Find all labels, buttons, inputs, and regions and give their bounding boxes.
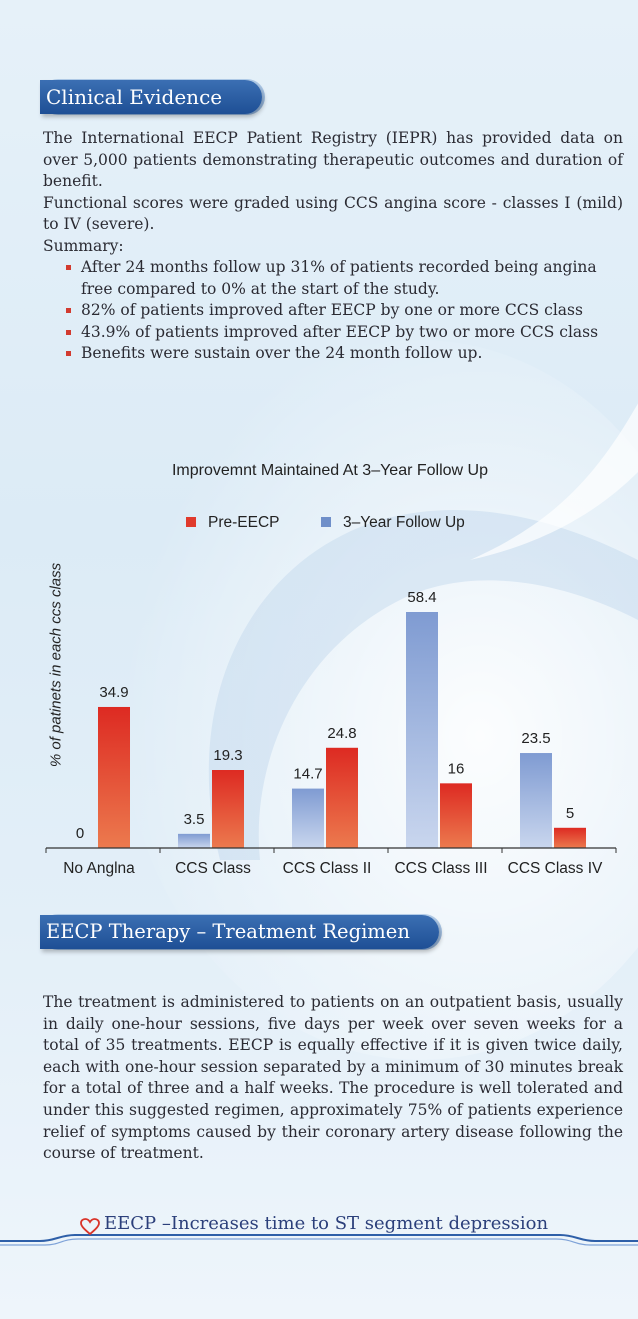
- summary-list: After 24 months follow up 31% of patient…: [43, 257, 623, 365]
- bullet-square-icon: [66, 329, 71, 335]
- footer-caption: EECP –Increases time to ST segment depre…: [104, 1213, 549, 1234]
- legend-label-followup: 3–Year Follow Up: [343, 514, 465, 531]
- bar-pre-0: [98, 706, 130, 848]
- bar-followup-1: [178, 833, 210, 848]
- legend-item-followup: 3–Year Follow Up: [321, 514, 465, 532]
- list-item: 43.9% of patients improved after EECP by…: [66, 322, 623, 344]
- clinical-paragraph-1: The International EECP Patient Registry …: [43, 129, 623, 190]
- regimen-heading: EECP Therapy – Treatment Regimen: [40, 915, 439, 949]
- footer-lines: [0, 1234, 638, 1246]
- bar-chart: 0 34.9 3.5 19.3 14.7 24.8 58.4 16 23.5 5 No Angln…: [45, 589, 617, 877]
- heart-outline-icon: [80, 1218, 100, 1236]
- data-label-followup-4: 23.5: [521, 730, 550, 747]
- list-item: Benefits were sustain over the 24 month …: [66, 343, 623, 365]
- bullet-square-icon: [66, 351, 71, 356]
- bar-pre-2: [326, 747, 358, 848]
- bar-pre-4: [554, 827, 586, 848]
- data-label-pre-2: 24.8: [327, 725, 356, 742]
- data-label-followup-1: 3.5: [184, 811, 205, 828]
- legend-swatch-blue: [321, 517, 331, 527]
- list-item: 82% of patients improved after EECP by o…: [66, 300, 623, 322]
- data-label-followup-3: 58.4: [407, 589, 436, 606]
- chart-title: Improvemnt Maintained At 3–Year Follow U…: [171, 462, 488, 479]
- x-tick-label-0: No Anglna: [63, 860, 135, 877]
- data-label-followup-0: 0: [76, 825, 84, 842]
- legend-swatch-red: [186, 517, 196, 527]
- legend-label-pre: Pre-EECP: [208, 514, 280, 531]
- bar-pre-1: [212, 770, 244, 848]
- bullet-square-icon: [66, 308, 71, 313]
- bar-followup-3: [406, 612, 438, 848]
- regimen-text: The treatment is administered to patient…: [43, 993, 623, 1163]
- x-tick-label-4: CCS Class IV: [508, 860, 603, 877]
- list-item: After 24 months follow up 31% of patient…: [66, 257, 623, 300]
- bar-followup-4: [520, 753, 552, 848]
- bar-followup-2: [292, 788, 324, 848]
- clinical-paragraph-2: Functional scores were graded using CCS …: [43, 193, 623, 234]
- bullet-square-icon: [66, 265, 71, 270]
- data-label-followup-2: 14.7: [293, 766, 322, 783]
- x-tick-label-1: CCS Class: [175, 860, 251, 877]
- x-tick-label-3: CCS Class III: [394, 860, 487, 877]
- clinical-text: The International EECP Patient Registry …: [43, 128, 623, 365]
- legend-item-pre: Pre-EECP: [186, 514, 280, 532]
- data-label-pre-1: 19.3: [213, 747, 242, 764]
- data-label-pre-0: 34.9: [99, 684, 128, 701]
- bar-pre-3: [440, 783, 472, 848]
- summary-label: Summary:: [43, 236, 124, 255]
- data-label-pre-3: 16: [448, 760, 465, 777]
- x-tick-label-2: CCS Class II: [283, 860, 372, 877]
- data-label-pre-4: 5: [566, 805, 574, 822]
- clinical-evidence-heading: Clinical Evidence: [40, 80, 262, 114]
